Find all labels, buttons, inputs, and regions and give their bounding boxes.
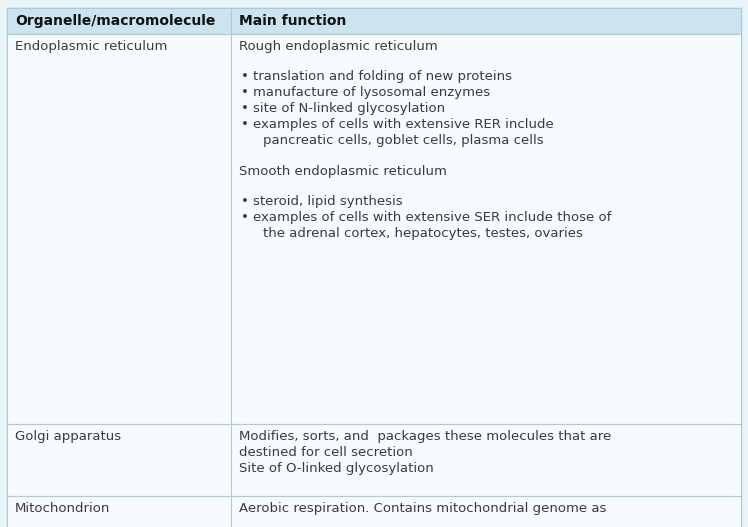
Text: examples of cells with extensive RER include: examples of cells with extensive RER inc…: [253, 119, 554, 131]
Text: destined for cell secretion: destined for cell secretion: [239, 446, 413, 459]
Text: Modifies, sorts, and  packages these molecules that are: Modifies, sorts, and packages these mole…: [239, 430, 611, 443]
Text: examples of cells with extensive SER include those of: examples of cells with extensive SER inc…: [253, 211, 611, 224]
Text: Main function: Main function: [239, 14, 346, 28]
Text: site of N-linked glycosylation: site of N-linked glycosylation: [253, 102, 445, 115]
Text: Organelle/macromolecule: Organelle/macromolecule: [15, 14, 215, 28]
Text: Endoplasmic reticulum: Endoplasmic reticulum: [15, 40, 168, 53]
Text: Smooth endoplasmic reticulum: Smooth endoplasmic reticulum: [239, 165, 447, 178]
Text: Aerobic respiration. Contains mitochondrial genome as: Aerobic respiration. Contains mitochondr…: [239, 502, 606, 515]
Text: •: •: [241, 195, 249, 208]
Text: translation and folding of new proteins: translation and folding of new proteins: [253, 71, 512, 83]
Text: Rough endoplasmic reticulum: Rough endoplasmic reticulum: [239, 40, 438, 53]
Text: •: •: [241, 102, 249, 115]
Bar: [7, 8, 741, 34]
Text: Mitochondrion: Mitochondrion: [15, 502, 111, 515]
Text: •: •: [241, 211, 249, 224]
Text: •: •: [241, 119, 249, 131]
Text: the adrenal cortex, hepatocytes, testes, ovaries: the adrenal cortex, hepatocytes, testes,…: [263, 227, 583, 240]
Text: Golgi apparatus: Golgi apparatus: [15, 430, 121, 443]
Text: manufacture of lysosomal enzymes: manufacture of lysosomal enzymes: [253, 86, 490, 100]
Bar: [7, 496, 741, 527]
Text: •: •: [241, 86, 249, 100]
Bar: [7, 424, 741, 496]
Text: Site of O-linked glycosylation: Site of O-linked glycosylation: [239, 462, 434, 475]
Text: steroid, lipid synthesis: steroid, lipid synthesis: [253, 195, 402, 208]
Text: pancreatic cells, goblet cells, plasma cells: pancreatic cells, goblet cells, plasma c…: [263, 134, 544, 148]
Text: •: •: [241, 71, 249, 83]
Bar: [7, 34, 741, 424]
